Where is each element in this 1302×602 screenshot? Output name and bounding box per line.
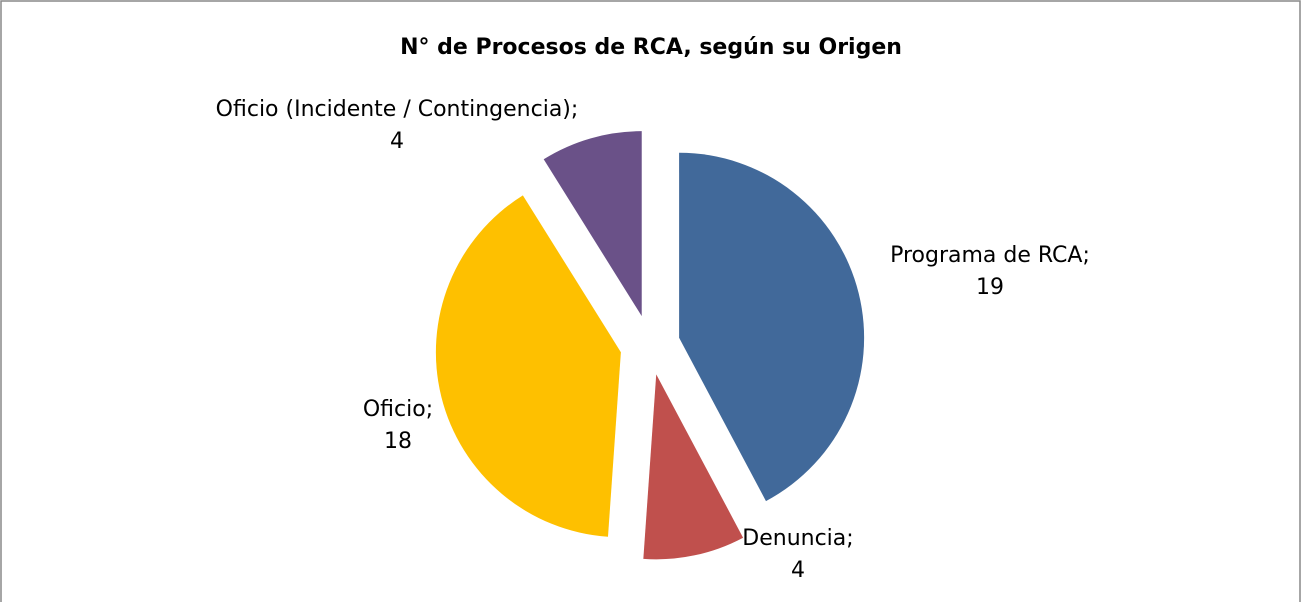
label-separator: ; xyxy=(1082,243,1089,268)
label-category: Oficio xyxy=(363,397,426,422)
pie-slice xyxy=(679,152,865,502)
pie-slice xyxy=(543,131,642,317)
label-separator: ; xyxy=(571,97,578,122)
data-value-label: 19 xyxy=(976,275,1004,300)
label-category: Oficio (Incidente / Contingencia) xyxy=(216,97,571,122)
pie-slice xyxy=(435,195,621,537)
label-category: Programa de RCA xyxy=(890,243,1082,268)
label-separator: ; xyxy=(426,397,433,422)
data-value-label: 18 xyxy=(384,429,412,454)
data-label: Oficio; xyxy=(363,397,433,422)
label-category: Denuncia xyxy=(742,526,846,551)
data-value-label: 4 xyxy=(791,558,805,583)
data-label: Denuncia; xyxy=(742,526,853,551)
data-label: Oficio (Incidente / Contingencia); xyxy=(216,97,579,122)
label-separator: ; xyxy=(846,526,853,551)
pie-slice xyxy=(643,374,744,560)
chart-title: N° de Procesos de RCA, según su Origen xyxy=(400,35,902,60)
data-value-label: 4 xyxy=(390,129,404,154)
data-label: Programa de RCA; xyxy=(890,243,1090,268)
